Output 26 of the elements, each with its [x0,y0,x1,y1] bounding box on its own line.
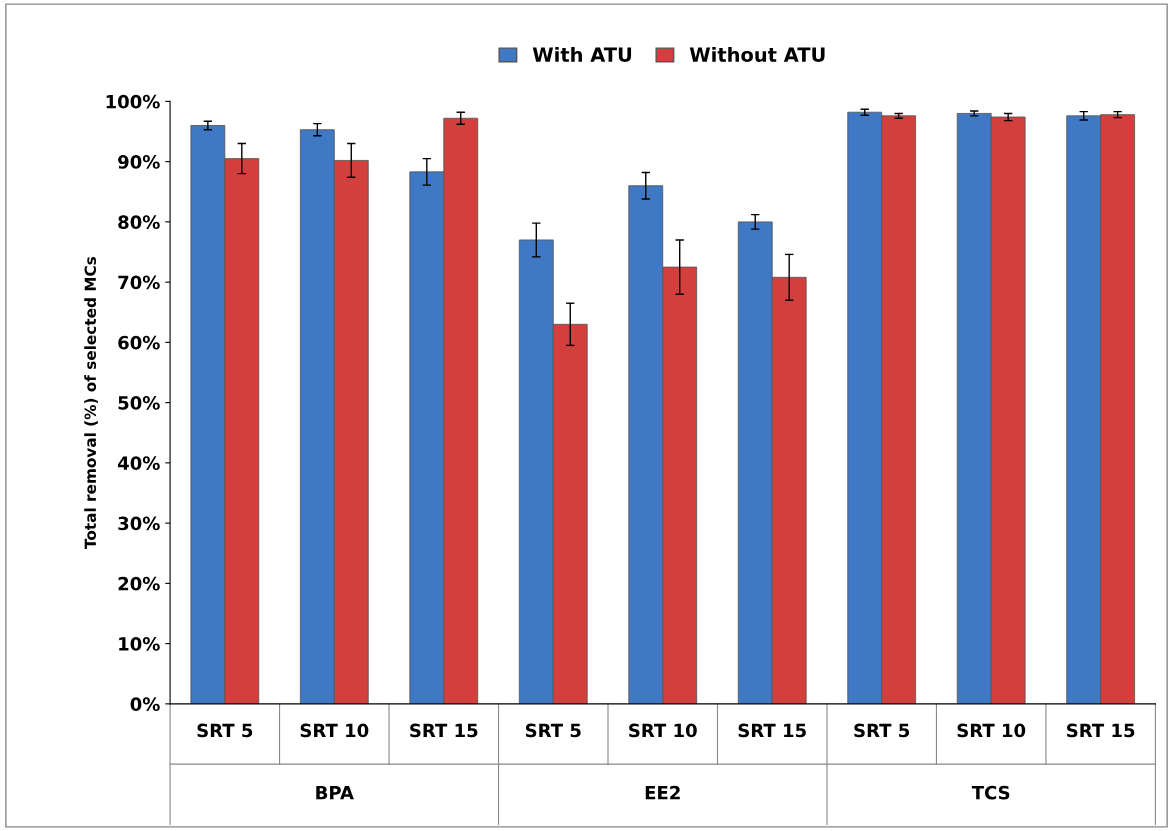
x-tick-label: SRT 10 [957,723,1026,738]
x-tick-label: SRT 10 [300,723,369,738]
x-tick-label: SRT 15 [738,723,806,738]
x-tick-label: SRT 5 [525,723,581,738]
y-tick-label: 40% [117,456,160,470]
legend-label: Without ATU [689,46,825,63]
y-tick-label: 20% [118,576,160,591]
text: BPA [316,786,354,800]
y-tick-label: 0% [130,697,160,711]
y-tick-label: 70% [118,275,160,290]
legend-label: With ATU [532,46,632,63]
x-tick-label: SRT 15 [410,723,478,738]
y-tick-label: 50% [118,396,160,410]
y-axis-title: Total removal (%) of selected MCs [84,256,98,549]
y-tick-label: 30% [118,516,160,531]
x-tick-label: SRT 15 [1067,723,1135,738]
y-tick-label: 10% [119,637,160,651]
x-tick-label: SRT 10 [629,723,697,738]
x-tick-label: SRT 5 [197,723,253,738]
text: TCS [971,785,1010,800]
y-tick-label: 60% [118,335,160,350]
y-tick-label: 100% [106,94,160,109]
y-tick-label: 80% [118,215,160,229]
text: EE2 [645,785,680,800]
x-tick-label: SRT 5 [854,723,910,738]
y-tick-label: 90% [118,155,160,169]
